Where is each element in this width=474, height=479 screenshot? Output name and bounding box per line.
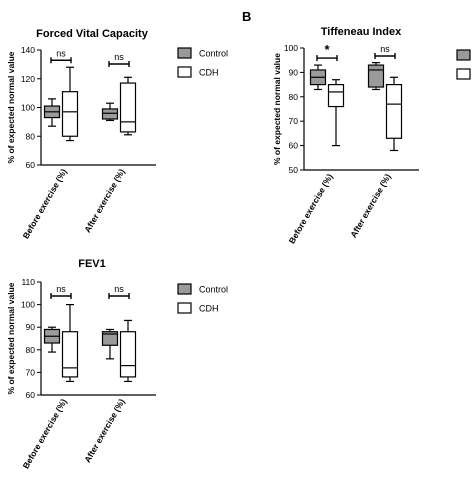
box-iqr xyxy=(101,108,119,120)
box-iqr xyxy=(119,331,137,378)
chart-fev1: FEV1 60 70 80 90 100 110 % of expected normal v… xyxy=(6,258,228,470)
box-iqr xyxy=(101,331,119,346)
forced-vital-capacity-box-control-0 xyxy=(43,98,61,127)
fev1-sig-label: ns xyxy=(56,284,66,294)
tiffeneau-index-x-tick-label: Before exercise (%) xyxy=(287,172,335,245)
box-iqr xyxy=(327,83,345,108)
fev1-title: FEV1 xyxy=(78,258,106,270)
forced-vital-capacity-box-cdh-1 xyxy=(119,76,137,136)
tiffeneau-index-box-cdh-0 xyxy=(327,79,345,147)
fev1-legend-label-0: Control xyxy=(199,285,228,295)
forced-vital-capacity-sig-label: ns xyxy=(114,52,124,62)
fev1-box-control-1 xyxy=(101,328,119,360)
tiffeneau-index-box-control-0 xyxy=(309,64,327,91)
fev1-legend-label-1: CDH xyxy=(199,304,219,314)
tiffeneau-index-y-tick-label: 80 xyxy=(289,92,299,102)
forced-vital-capacity-y-axis-label: % of expected normal value xyxy=(6,51,16,163)
tiffeneau-index-title: Tiffeneau Index xyxy=(321,26,402,38)
tiffeneau-index-sig-label: * xyxy=(324,42,330,57)
fev1-x-tick-label: After exercise (%) xyxy=(82,397,127,464)
chart-forced-vital-capacity: Forced Vital Capacity 60 80 100 120 140 % of e… xyxy=(6,28,228,240)
tiffeneau-index-y-tick-label: 50 xyxy=(289,165,299,175)
fev1-y-tick-label: 80 xyxy=(26,345,36,355)
fev1-y-tick-label: 100 xyxy=(21,300,35,310)
forced-vital-capacity-y-tick-label: 120 xyxy=(21,74,35,84)
box-iqr xyxy=(61,91,79,137)
forced-vital-capacity-sig-label: ns xyxy=(56,48,66,58)
tiffeneau-index-y-tick-label: 90 xyxy=(289,67,299,77)
forced-vital-capacity-legend-swatch-1 xyxy=(177,66,192,78)
forced-vital-capacity-box-control-1 xyxy=(101,102,119,122)
forced-vital-capacity-legend-label-0: Control xyxy=(199,49,228,59)
fev1-sig-label: ns xyxy=(114,284,124,294)
forced-vital-capacity-legend-swatch-0 xyxy=(177,47,192,59)
forced-vital-capacity-title: Forced Vital Capacity xyxy=(36,28,149,40)
forced-vital-capacity-y-tick-label: 60 xyxy=(26,160,36,170)
forced-vital-capacity-x-tick-label: Before exercise (%) xyxy=(21,167,69,240)
fev1-box-control-0 xyxy=(43,326,61,353)
tiffeneau-index-x-tick-label: After exercise (%) xyxy=(348,172,393,239)
tiffeneau-index-y-axis-label: % of expected normal value xyxy=(272,53,282,165)
tiffeneau-index-legend-swatch-0 xyxy=(456,49,471,61)
fev1-y-axis-label: % of expected normal value xyxy=(6,282,16,394)
fev1-x-tick-label: Before exercise (%) xyxy=(21,397,69,470)
forced-vital-capacity-y-tick-label: 100 xyxy=(21,103,35,113)
box-iqr xyxy=(367,64,385,88)
fev1-box-cdh-1 xyxy=(119,319,137,383)
tiffeneau-index-sig-label: ns xyxy=(380,44,390,54)
box-iqr xyxy=(119,82,137,133)
forced-vital-capacity-y-tick-label: 140 xyxy=(21,45,35,55)
box-iqr xyxy=(385,83,403,139)
fev1-y-tick-label: 70 xyxy=(26,367,36,377)
tiffeneau-index-y-tick-label: 100 xyxy=(284,43,298,53)
fev1-legend-swatch-0 xyxy=(177,283,192,295)
tiffeneau-index-y-tick-label: 70 xyxy=(289,116,299,126)
tiffeneau-index-y-tick-label: 60 xyxy=(289,141,299,151)
fev1-box-cdh-0 xyxy=(61,304,79,383)
box-iqr xyxy=(61,331,79,378)
forced-vital-capacity-y-tick-label: 80 xyxy=(26,131,36,141)
tiffeneau-index-legend-swatch-1 xyxy=(456,68,471,80)
panel-label-b: B xyxy=(242,9,251,24)
forced-vital-capacity-x-tick-label: After exercise (%) xyxy=(82,167,127,234)
forced-vital-capacity-legend-label-1: CDH xyxy=(199,68,219,78)
fev1-y-tick-label: 110 xyxy=(21,277,35,287)
fev1-y-tick-label: 90 xyxy=(26,322,36,332)
chart-tiffeneau-index: Tiffeneau Index 50 60 70 80 90 100% of expecte… xyxy=(272,26,471,245)
fev1-y-tick-label: 60 xyxy=(26,390,36,400)
tiffeneau-index-box-cdh-1 xyxy=(385,76,403,152)
fev1-legend-swatch-1 xyxy=(177,302,192,314)
tiffeneau-index-box-control-1 xyxy=(367,62,385,91)
forced-vital-capacity-box-cdh-0 xyxy=(61,66,79,142)
